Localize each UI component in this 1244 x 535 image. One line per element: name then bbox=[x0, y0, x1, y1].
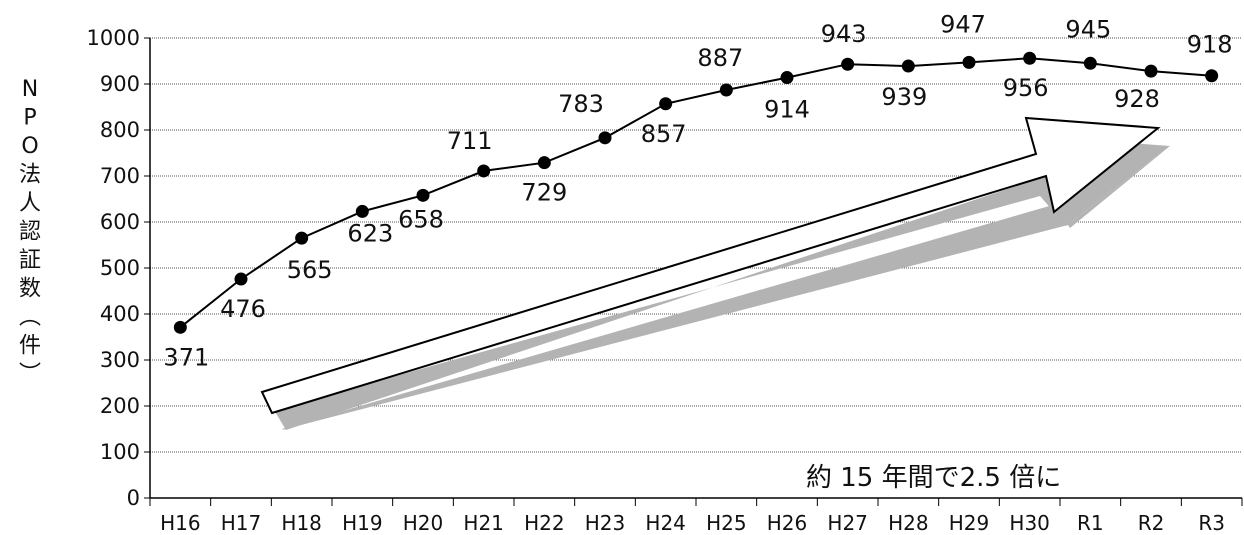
y-tick-label: 600 bbox=[100, 210, 140, 234]
y-tick-label: 900 bbox=[100, 72, 140, 96]
data-point bbox=[295, 231, 309, 245]
data-point bbox=[416, 188, 430, 202]
y-tick-label: 0 bbox=[127, 486, 140, 510]
y-tick-label: 700 bbox=[100, 164, 140, 188]
data-label: 783 bbox=[558, 90, 604, 118]
x-tick-label: H30 bbox=[1009, 511, 1050, 535]
data-label: 914 bbox=[764, 96, 810, 124]
data-point bbox=[841, 57, 855, 71]
trend-arrow-body bbox=[260, 116, 1161, 415]
x-tick-label: H21 bbox=[463, 511, 504, 535]
data-point bbox=[173, 320, 187, 334]
x-tick-label: H16 bbox=[160, 511, 201, 535]
y-tick-label: 200 bbox=[100, 394, 140, 418]
x-tick-label: R2 bbox=[1138, 511, 1165, 535]
trend-arrow-shadow-body bbox=[274, 136, 1170, 430]
x-tick-label: R3 bbox=[1198, 511, 1225, 535]
data-point bbox=[355, 204, 369, 218]
y-tick-label: 100 bbox=[100, 440, 140, 464]
series-line bbox=[179, 57, 1212, 329]
x-tick-label: R1 bbox=[1077, 511, 1104, 535]
data-label: 658 bbox=[398, 205, 444, 233]
data-label: 956 bbox=[1003, 74, 1049, 102]
data-point bbox=[598, 131, 612, 145]
data-point bbox=[962, 55, 976, 69]
x-tick-label: H28 bbox=[888, 511, 929, 535]
x-tick-label: H19 bbox=[342, 511, 383, 535]
data-label: 711 bbox=[447, 127, 493, 155]
data-point bbox=[1205, 69, 1219, 83]
data-label: 476 bbox=[220, 295, 266, 323]
data-label: 623 bbox=[347, 219, 393, 247]
data-point bbox=[659, 97, 673, 111]
y-tick-label: 400 bbox=[100, 302, 140, 326]
x-tick-label: H20 bbox=[403, 511, 444, 535]
data-label: 943 bbox=[821, 20, 867, 48]
data-label: 928 bbox=[1114, 85, 1160, 113]
data-label: 918 bbox=[1187, 31, 1233, 59]
x-tick-label: H25 bbox=[706, 511, 747, 535]
data-point bbox=[234, 272, 248, 286]
y-axis-label: N P O 法人認証数︵件︶ bbox=[19, 77, 41, 387]
data-point bbox=[537, 156, 551, 170]
x-tick-label: H24 bbox=[645, 511, 686, 535]
axes bbox=[149, 38, 1243, 506]
data-point bbox=[1083, 56, 1097, 70]
trend-arrow bbox=[260, 116, 1170, 430]
x-tick-label: H26 bbox=[767, 511, 808, 535]
x-tick-label: H18 bbox=[281, 511, 322, 535]
data-point bbox=[1144, 64, 1158, 78]
data-point bbox=[477, 164, 491, 178]
data-point bbox=[901, 59, 915, 73]
y-tick-label: 300 bbox=[100, 348, 140, 372]
data-label: 947 bbox=[940, 10, 986, 38]
data-point bbox=[1023, 51, 1037, 65]
data-label: 371 bbox=[163, 343, 209, 371]
y-tick-label: 500 bbox=[100, 256, 140, 280]
data-points bbox=[173, 51, 1219, 334]
x-tick-label: H29 bbox=[949, 511, 990, 535]
growth-annotation: 約 15 年間で2.5 倍に bbox=[806, 463, 1061, 493]
data-label: 939 bbox=[881, 83, 927, 111]
data-label: 857 bbox=[641, 120, 687, 148]
data-label: 945 bbox=[1065, 15, 1111, 43]
y-tick-label: 800 bbox=[100, 118, 140, 142]
y-tick-label: 1000 bbox=[87, 26, 140, 50]
x-tick-labels: H16 H17 H18 H19 H20 H21 H22 H23 H24 H25 H26 H27 H28 H… bbox=[160, 511, 1225, 535]
x-tick-label: H27 bbox=[827, 511, 868, 535]
data-point bbox=[780, 71, 794, 85]
x-tick-label: H23 bbox=[585, 511, 626, 535]
y-tick-labels: 0 100 200 300 400 500 600 700 800 900 1000 bbox=[87, 26, 140, 510]
data-label: 887 bbox=[697, 44, 743, 72]
data-label: 565 bbox=[287, 256, 333, 284]
data-label: 729 bbox=[521, 179, 567, 207]
x-tick-label: H22 bbox=[524, 511, 565, 535]
x-tick-label: H17 bbox=[221, 511, 262, 535]
data-point bbox=[719, 83, 733, 97]
